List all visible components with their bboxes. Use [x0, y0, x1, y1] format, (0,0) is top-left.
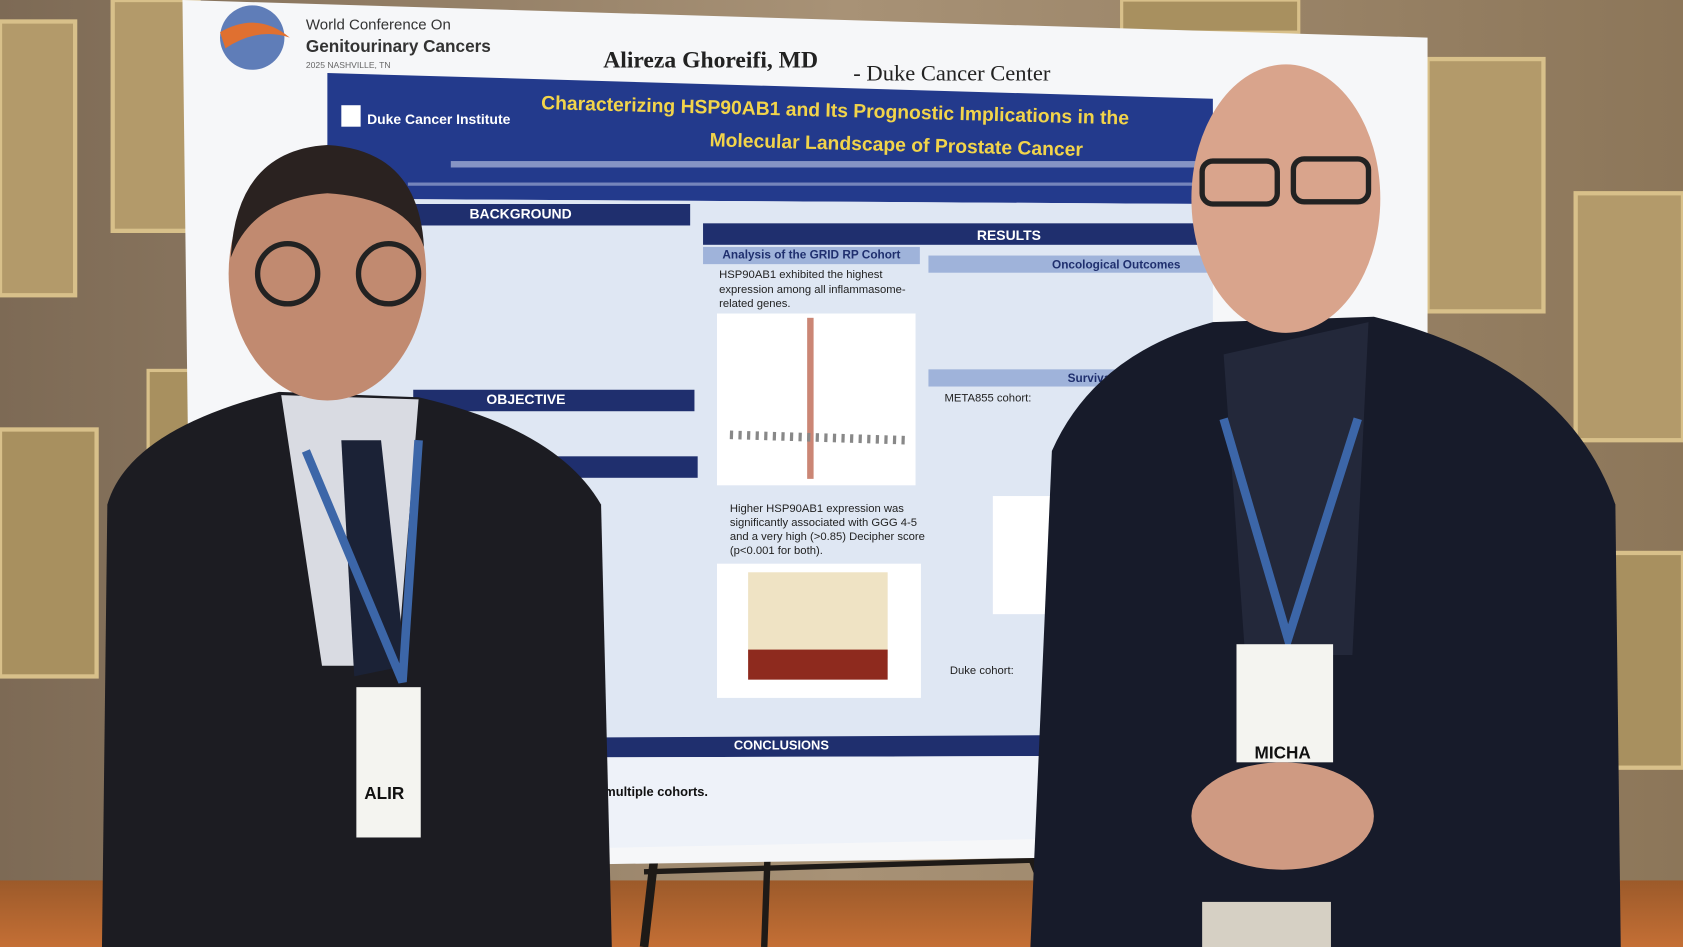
- right-person-trousers: [1202, 901, 1331, 947]
- left-person-badge: [356, 687, 421, 838]
- subsection-heading: Oncological Outcomes: [1052, 257, 1181, 271]
- subsection-bar: [703, 246, 920, 265]
- body-text: expression among all inflammasome-: [719, 284, 906, 296]
- left-person-glasses: [254, 241, 321, 307]
- right-person-head: [1191, 64, 1381, 333]
- body-text: META855 cohort:: [945, 392, 1032, 404]
- subsection-heading: Analysis of the GRID RP Cohort: [722, 248, 900, 262]
- left-person-glasses: [355, 241, 422, 307]
- body-text: (p<0.001 for both).: [730, 545, 823, 557]
- section-heading: BACKGROUND: [469, 205, 571, 221]
- section-bar: [413, 204, 691, 226]
- left-person-head: [228, 147, 427, 401]
- section-heading: CONCLUSIONS: [734, 738, 830, 753]
- figure-bars-top: [748, 572, 888, 659]
- right-person-lanyard: [1219, 417, 1362, 654]
- body-text: HSP90AB1 exhibited the highest: [719, 269, 883, 281]
- right-person-glasses: [1290, 156, 1372, 205]
- plaque: [1425, 56, 1546, 314]
- presenter: Alireza Ghoreifi, MD: [603, 48, 818, 74]
- conference-line: World Conference On: [306, 17, 451, 34]
- body-text: and a very high (>0.85) Decipher score: [730, 531, 925, 543]
- right-person-glasses: [1199, 158, 1280, 207]
- left-person-tie: [341, 440, 406, 677]
- left-person-lanyard: [301, 439, 423, 684]
- plaque: [1573, 191, 1683, 443]
- institute: Duke Cancer Institute: [367, 111, 511, 127]
- section-heading: RESULTS: [977, 227, 1041, 243]
- body-text: Duke cohort:: [950, 665, 1014, 677]
- conference-logo: [220, 5, 285, 70]
- body-text: Higher HSP90AB1 expression was: [730, 503, 904, 515]
- right-person-hands: [1191, 762, 1374, 870]
- duke-logo: [341, 105, 361, 127]
- figure-boxes: [729, 430, 908, 445]
- subsection-bar: [928, 255, 1210, 273]
- badge-name: MICHA: [1255, 742, 1311, 762]
- badge-name: ALIR: [364, 783, 405, 803]
- conference-line: 2025 NASHVILLE, TN: [306, 60, 391, 70]
- section-bar: [413, 389, 695, 412]
- left-person-hair: [230, 144, 424, 258]
- box-plot-figure: [716, 313, 916, 486]
- affiliations-line: [407, 182, 1203, 186]
- body-text: related genes.: [719, 298, 790, 310]
- authors-line: [450, 161, 1203, 168]
- conference-line: Genitourinary Cancers: [306, 36, 491, 56]
- easel-leg: [761, 858, 771, 947]
- body-text: significantly associated with GGG 4-5: [730, 517, 917, 529]
- figure-highlight: [807, 317, 814, 479]
- plaque: [0, 427, 99, 679]
- poster-header: [327, 73, 1213, 205]
- right-person-badge: [1236, 644, 1334, 763]
- right-person-shirt: [1223, 322, 1369, 655]
- plaque: [1120, 0, 1301, 34]
- body-text: multiple cohorts.: [604, 784, 708, 799]
- section-heading: OBJECTIVE: [486, 391, 565, 407]
- plaque: [0, 19, 78, 298]
- figure-bars-bottom: [748, 649, 888, 680]
- affiliation: - Duke Cancer Center: [853, 60, 1051, 85]
- conference-logo-swoosh: [220, 22, 290, 49]
- easel-bar: [643, 856, 1074, 875]
- section-bar: [703, 223, 1208, 245]
